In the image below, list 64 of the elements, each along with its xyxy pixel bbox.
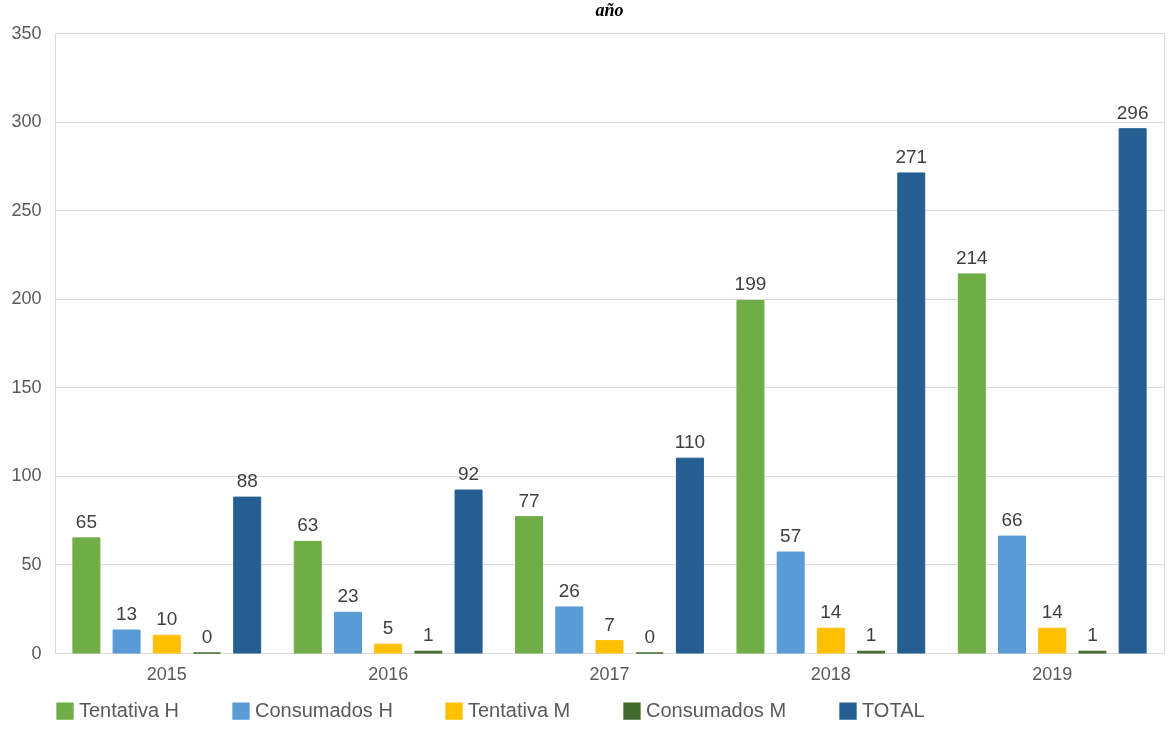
y-tick-label: 350 bbox=[11, 22, 42, 43]
data-label: 0 bbox=[644, 626, 655, 647]
data-label: 63 bbox=[297, 514, 319, 536]
bar bbox=[454, 489, 483, 654]
bar bbox=[112, 629, 141, 654]
bar bbox=[998, 535, 1027, 654]
legend-label: Consumados H bbox=[255, 699, 393, 722]
bar bbox=[293, 540, 322, 654]
bar bbox=[595, 640, 624, 654]
y-tick-label: 150 bbox=[11, 376, 42, 397]
x-tick-label: 2015 bbox=[146, 663, 187, 684]
legend-label: Tentativa H bbox=[79, 699, 180, 722]
y-tick-label: 250 bbox=[11, 199, 42, 220]
y-tick-label: 100 bbox=[11, 465, 42, 486]
legend-label: Consumados M bbox=[646, 699, 787, 722]
bar bbox=[374, 643, 403, 654]
legend-label: Tentativa M bbox=[468, 699, 571, 722]
bar bbox=[776, 551, 805, 654]
legend-label: TOTAL bbox=[862, 699, 925, 722]
data-label: 14 bbox=[820, 601, 842, 623]
bar bbox=[1118, 128, 1147, 654]
bar bbox=[957, 273, 986, 654]
data-label: 66 bbox=[1001, 509, 1023, 531]
bar bbox=[333, 611, 362, 654]
data-label: 13 bbox=[116, 602, 138, 624]
bar bbox=[72, 537, 101, 654]
data-label: 214 bbox=[955, 246, 989, 268]
x-tick-label: 2018 bbox=[810, 663, 851, 684]
bar bbox=[152, 634, 181, 654]
y-tick-label: 200 bbox=[11, 288, 42, 309]
x-tick-label: 2019 bbox=[1032, 663, 1073, 684]
bar bbox=[675, 457, 704, 654]
data-label: 88 bbox=[236, 470, 258, 492]
data-label: 110 bbox=[674, 431, 706, 453]
data-label: 14 bbox=[1041, 601, 1064, 623]
x-tick-label: 2017 bbox=[589, 663, 630, 684]
data-label: 1 bbox=[1087, 624, 1098, 646]
data-label: 65 bbox=[75, 510, 97, 532]
data-label: 1 bbox=[423, 624, 434, 646]
data-label: 296 bbox=[1116, 101, 1149, 123]
x-tick-label: 2016 bbox=[368, 663, 409, 684]
data-label: 26 bbox=[558, 579, 580, 601]
data-label: 77 bbox=[518, 489, 540, 511]
bar bbox=[736, 299, 765, 654]
bar bbox=[515, 516, 544, 654]
y-tick-label: 300 bbox=[11, 111, 42, 132]
data-label: 0 bbox=[201, 626, 213, 647]
chart-title: año bbox=[595, 0, 624, 20]
data-label: 7 bbox=[604, 613, 615, 635]
bar bbox=[555, 606, 584, 654]
bar bbox=[233, 496, 262, 654]
data-label: 23 bbox=[337, 585, 359, 607]
data-label: 10 bbox=[156, 608, 178, 630]
data-label: 271 bbox=[895, 145, 928, 167]
bar bbox=[816, 627, 845, 654]
bar bbox=[897, 172, 926, 654]
data-label: 1 bbox=[865, 624, 877, 646]
data-label: 92 bbox=[457, 463, 480, 485]
data-label: 199 bbox=[734, 273, 767, 295]
data-label: 5 bbox=[382, 617, 394, 639]
y-tick-label: 0 bbox=[31, 642, 42, 663]
y-tick-label: 50 bbox=[21, 553, 42, 574]
data-label: 57 bbox=[780, 525, 802, 547]
bar bbox=[1038, 627, 1067, 654]
